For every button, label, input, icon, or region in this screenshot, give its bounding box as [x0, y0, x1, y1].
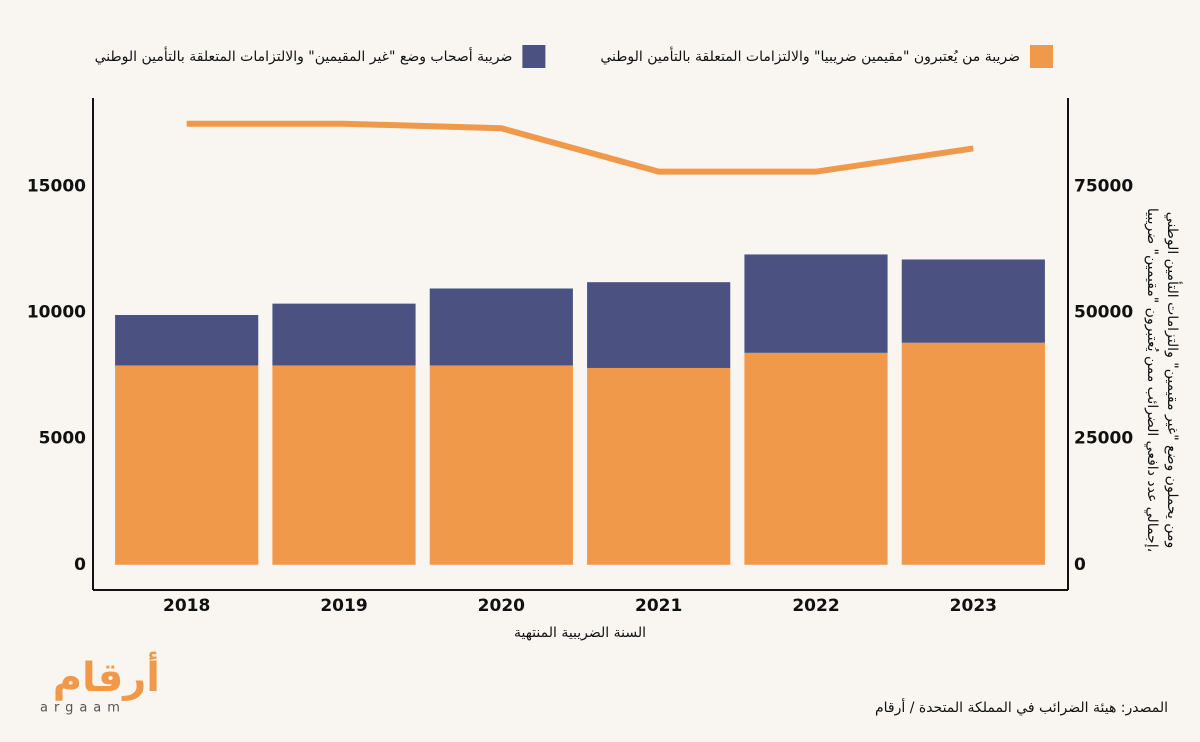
y2-tick-label: 25000: [1074, 429, 1133, 449]
legend-label: ضريبة أصحاب وضع "غير المقيمين" والالتزام…: [95, 46, 513, 65]
y-tick-label: 10000: [27, 302, 86, 322]
bar: [115, 314, 259, 366]
bar: [744, 254, 888, 353]
y2-axis-label: ومن يحملون وضع "غير مقيمين" والتزامات ال…: [1164, 212, 1183, 548]
y2-tick-label: 75000: [1074, 176, 1133, 196]
x-tick-label: 2019: [320, 596, 367, 616]
legend-swatch: [1030, 45, 1053, 68]
bar: [901, 259, 1045, 343]
x-axis-label: السنة الضريبية المنتهية: [514, 625, 646, 641]
bar: [115, 365, 259, 565]
bar: [587, 367, 731, 565]
x-tick-label: 2023: [950, 596, 997, 616]
y2-tick-label: 0: [1074, 555, 1086, 575]
bar: [587, 282, 731, 368]
bar: [744, 352, 888, 565]
y-tick-label: 5000: [39, 429, 86, 449]
y2-tick-label: 50000: [1074, 302, 1133, 322]
source: المصدر: هيئة الضرائب في المملكة المتحدة …: [875, 698, 1168, 716]
legend-swatch: [522, 45, 546, 68]
bar: [429, 288, 573, 366]
x-tick-label: 2022: [792, 596, 839, 616]
line: [186, 120, 974, 175]
bar: [272, 303, 416, 366]
bar: [272, 365, 416, 565]
x-tick-label: 2021: [635, 596, 682, 616]
y2-axis-label: إجمالي عدد دافعي الضرائب ممن يُعتبرون "م…: [1144, 208, 1160, 552]
y-tick-label: 0: [74, 555, 86, 575]
x-tick-label: 2018: [163, 596, 210, 616]
legend-label: ضريبة من يُعتبرون "مقيمين ضريبيا" والالت…: [600, 46, 1020, 65]
logo-sub: argaam: [40, 701, 126, 716]
bar: [429, 365, 573, 565]
y-tick-label: 15000: [27, 176, 86, 196]
x-tick-label: 2020: [478, 596, 525, 616]
bar: [901, 342, 1045, 565]
logo: أرقام: [53, 651, 160, 701]
